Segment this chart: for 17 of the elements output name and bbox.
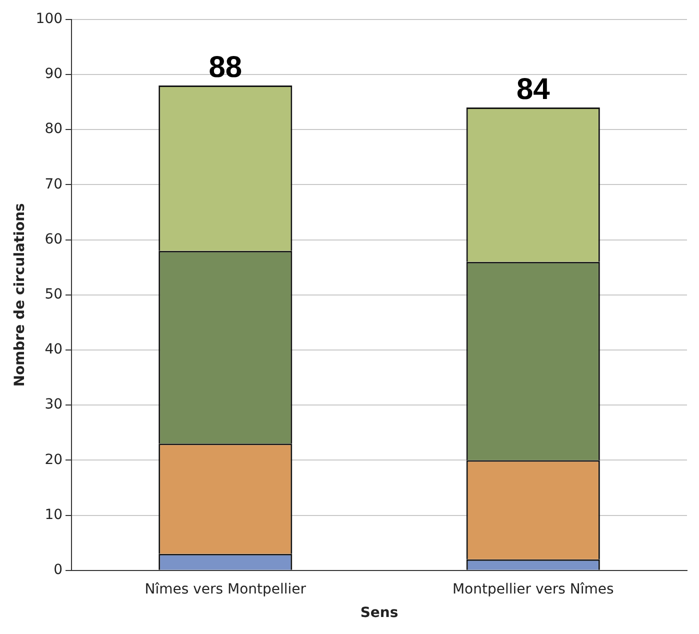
y-tick-label: 0 — [54, 562, 63, 578]
total-label: 88 — [208, 50, 242, 84]
y-tick-label: 20 — [44, 452, 63, 468]
x-axis-title: Sens — [360, 605, 398, 622]
y-tick-label: 80 — [44, 121, 63, 138]
y-tick-label: 60 — [44, 231, 63, 248]
y-tick-label: 70 — [44, 176, 63, 192]
y-tick-label: 50 — [44, 286, 63, 303]
y-tick-label: 10 — [44, 506, 63, 523]
x-tick-label: Montpellier vers Nîmes — [452, 581, 614, 598]
x-tick-label: Nîmes vers Montpellier — [144, 581, 306, 598]
total-label: 84 — [516, 72, 550, 106]
y-tick-label: 90 — [44, 66, 63, 82]
y-tick-label: 100 — [36, 11, 63, 28]
y-tick-label: 30 — [44, 396, 63, 413]
y-tick-label: 40 — [44, 342, 63, 358]
y-axis-title: Nombre de circulations — [12, 203, 28, 387]
